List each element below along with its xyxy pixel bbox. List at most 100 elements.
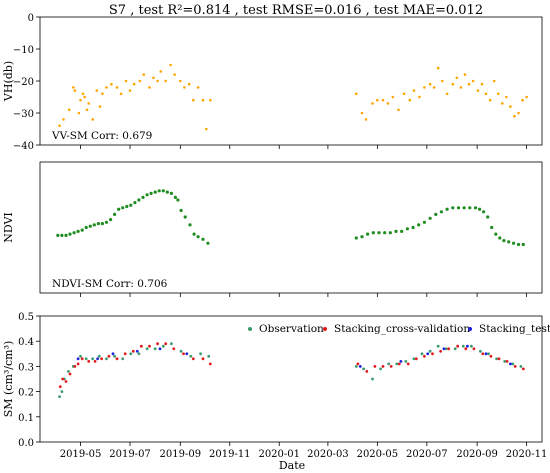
legend-marker: [323, 327, 327, 331]
plot-frame: [39, 315, 543, 443]
data-point: [124, 79, 128, 83]
data-point: [497, 357, 501, 361]
data-point: [87, 360, 91, 363]
data-point: [156, 79, 159, 83]
data-point: [481, 352, 485, 356]
data-point: [395, 362, 399, 366]
data-point: [432, 86, 436, 89]
data-point: [209, 98, 212, 102]
data-point: [58, 395, 61, 398]
data-point: [173, 195, 177, 199]
data-point: [519, 365, 523, 368]
data-point: [408, 98, 412, 102]
ndvi-panel: NDVI NDVI-SM Corr: 0.706: [2, 161, 543, 297]
data-point: [76, 357, 80, 361]
data-point: [436, 344, 440, 348]
y-tick-label: 0: [28, 13, 34, 24]
data-point: [503, 360, 507, 363]
data-point: [98, 105, 102, 108]
data-point: [405, 227, 409, 231]
data-point: [60, 390, 64, 393]
data-point: [179, 79, 182, 83]
data-point: [79, 98, 82, 102]
data-point: [498, 236, 502, 240]
data-point: [84, 225, 88, 230]
y-tick-label: −10: [13, 45, 34, 56]
data-point: [473, 206, 478, 210]
data-point: [113, 212, 117, 216]
data-point: [111, 352, 115, 356]
data-point: [83, 95, 86, 99]
data-point: [387, 362, 391, 366]
data-point: [487, 352, 490, 356]
data-point: [189, 354, 193, 358]
data-point: [64, 233, 68, 237]
data-point: [179, 349, 183, 353]
data-point: [88, 224, 92, 228]
data-point: [394, 229, 398, 233]
data-point: [187, 82, 191, 86]
data-point: [489, 354, 493, 358]
data-point: [517, 111, 520, 115]
x-tick-label: 2020-11: [506, 449, 548, 460]
data-point: [121, 357, 125, 361]
data-point: [439, 349, 442, 353]
data-point: [104, 220, 109, 224]
data-point: [183, 86, 186, 89]
data-point: [179, 208, 183, 213]
data-point: [68, 372, 72, 376]
data-point: [418, 95, 421, 99]
plot-frame: [39, 161, 543, 294]
sm-panel: 0.0 0.1 0.2 0.3 0.4 0.5 2019-05 2019-07 2019-09 2…: [2, 312, 550, 460]
data-point: [73, 365, 77, 368]
data-point: [81, 92, 85, 96]
data-point: [170, 342, 173, 346]
data-point: [192, 98, 195, 102]
data-point: [153, 347, 157, 351]
data-point: [61, 377, 65, 381]
data-point: [397, 362, 401, 366]
data-point: [364, 118, 368, 121]
data-point: [400, 229, 404, 233]
data-point: [201, 357, 205, 361]
data-point: [482, 210, 486, 214]
data-point: [423, 86, 426, 89]
legend-label: Stacking_cross-validation: [334, 323, 470, 335]
legend-label: Stacking_test: [479, 323, 550, 335]
y-tick-label: 0.1: [18, 413, 34, 424]
data-point: [463, 73, 467, 76]
data-point: [196, 235, 200, 239]
data-point: [451, 206, 455, 210]
data-point: [152, 76, 155, 80]
data-point: [77, 111, 81, 115]
data-point: [161, 344, 165, 348]
data-point: [182, 352, 185, 356]
data-point: [389, 365, 393, 368]
data-point: [79, 354, 82, 358]
data-point: [96, 357, 99, 361]
data-point: [100, 222, 104, 226]
data-point: [417, 223, 421, 227]
data-point: [445, 207, 449, 211]
data-point: [164, 79, 167, 83]
data-point: [476, 89, 480, 92]
data-point: [117, 207, 121, 211]
data-point: [165, 190, 169, 194]
y-tick-label: −40: [13, 141, 34, 152]
data-point: [97, 354, 101, 358]
data-point: [376, 98, 379, 102]
data-point: [462, 206, 466, 210]
data-point: [58, 385, 62, 388]
data-point: [105, 357, 108, 361]
data-point: [129, 352, 133, 356]
data-point: [428, 349, 432, 353]
data-point: [128, 89, 132, 92]
data-point: [420, 352, 424, 356]
data-point: [381, 365, 385, 368]
data-point: [365, 370, 369, 373]
data-point: [119, 92, 123, 96]
data-point: [72, 86, 75, 89]
data-point: [113, 354, 116, 358]
legend-marker: [248, 327, 252, 331]
data-point: [494, 232, 498, 236]
